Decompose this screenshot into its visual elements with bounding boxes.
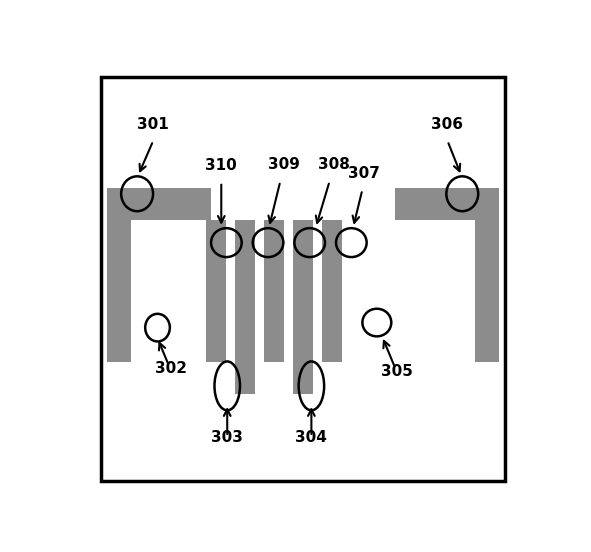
Text: 306: 306	[431, 117, 463, 132]
Text: 308: 308	[317, 157, 349, 172]
Text: 309: 309	[268, 157, 300, 172]
Bar	[293, 220, 313, 313]
Bar	[395, 188, 499, 220]
Text: 302: 302	[155, 360, 187, 376]
Bar	[235, 220, 255, 313]
Bar	[235, 313, 255, 394]
Bar	[106, 188, 210, 220]
Bar	[293, 313, 313, 394]
Text: 304: 304	[296, 431, 327, 445]
Text: 310: 310	[206, 158, 237, 173]
Bar	[106, 220, 131, 362]
Text: 305: 305	[381, 364, 413, 379]
Text: 301: 301	[137, 117, 169, 132]
Text: 307: 307	[348, 166, 380, 181]
Bar	[264, 220, 284, 362]
Bar	[206, 220, 226, 362]
Bar	[475, 220, 499, 362]
Bar	[322, 220, 342, 362]
Text: 303: 303	[212, 431, 243, 445]
